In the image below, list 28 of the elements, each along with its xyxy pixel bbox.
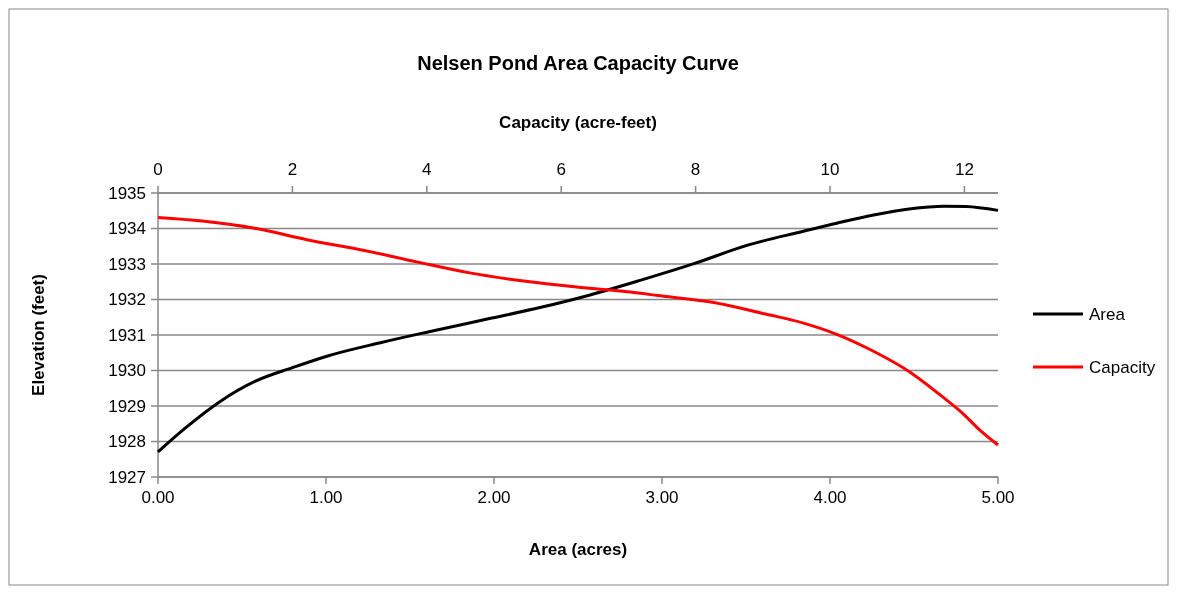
x2-tick-label: 6 (556, 160, 566, 179)
y-tick-label: 1927 (108, 467, 146, 487)
y-tick-label: 1934 (108, 219, 146, 239)
x-tick-label: 3.00 (645, 488, 679, 507)
x2-tick-label: 8 (690, 160, 701, 179)
x2-axis-title: Capacity (acre-feet) (499, 113, 657, 132)
chart-title: Nelsen Pond Area Capacity Curve (417, 52, 739, 74)
x-tick-label: 5.00 (981, 488, 1015, 507)
y-tick-label: 1930 (108, 361, 146, 381)
legend-label: Capacity (1089, 357, 1156, 377)
x2-tick-label: 0 (153, 160, 163, 179)
x-tick-label: 2.00 (477, 488, 511, 507)
y-tick-label: 1931 (108, 325, 146, 345)
x-axis-title: Area (acres) (528, 540, 628, 559)
x-tick-label: 4.00 (813, 488, 847, 507)
x-tick-label: 1.00 (309, 488, 343, 507)
x-tick-label: 0.00 (141, 488, 175, 507)
y-tick-label: 1929 (108, 396, 146, 416)
y-tick-label: 1933 (108, 254, 146, 274)
x2-tick-label: 12 (954, 160, 974, 179)
y-tick-label: 1928 (108, 432, 146, 452)
y-tick-label: 1935 (108, 183, 146, 203)
x2-tick-label: 10 (820, 160, 840, 179)
legend-label: Area (1089, 304, 1126, 324)
y-axis-title: Elevation (feet) (29, 274, 48, 396)
x2-tick-label: 2 (287, 160, 298, 179)
y-tick-label: 1932 (108, 290, 146, 310)
x2-tick-label: 4 (422, 160, 432, 179)
